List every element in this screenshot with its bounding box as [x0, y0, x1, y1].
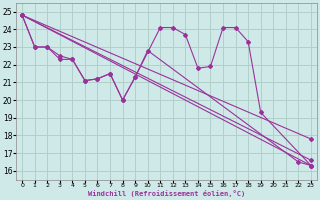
- X-axis label: Windchill (Refroidissement éolien,°C): Windchill (Refroidissement éolien,°C): [88, 190, 245, 197]
